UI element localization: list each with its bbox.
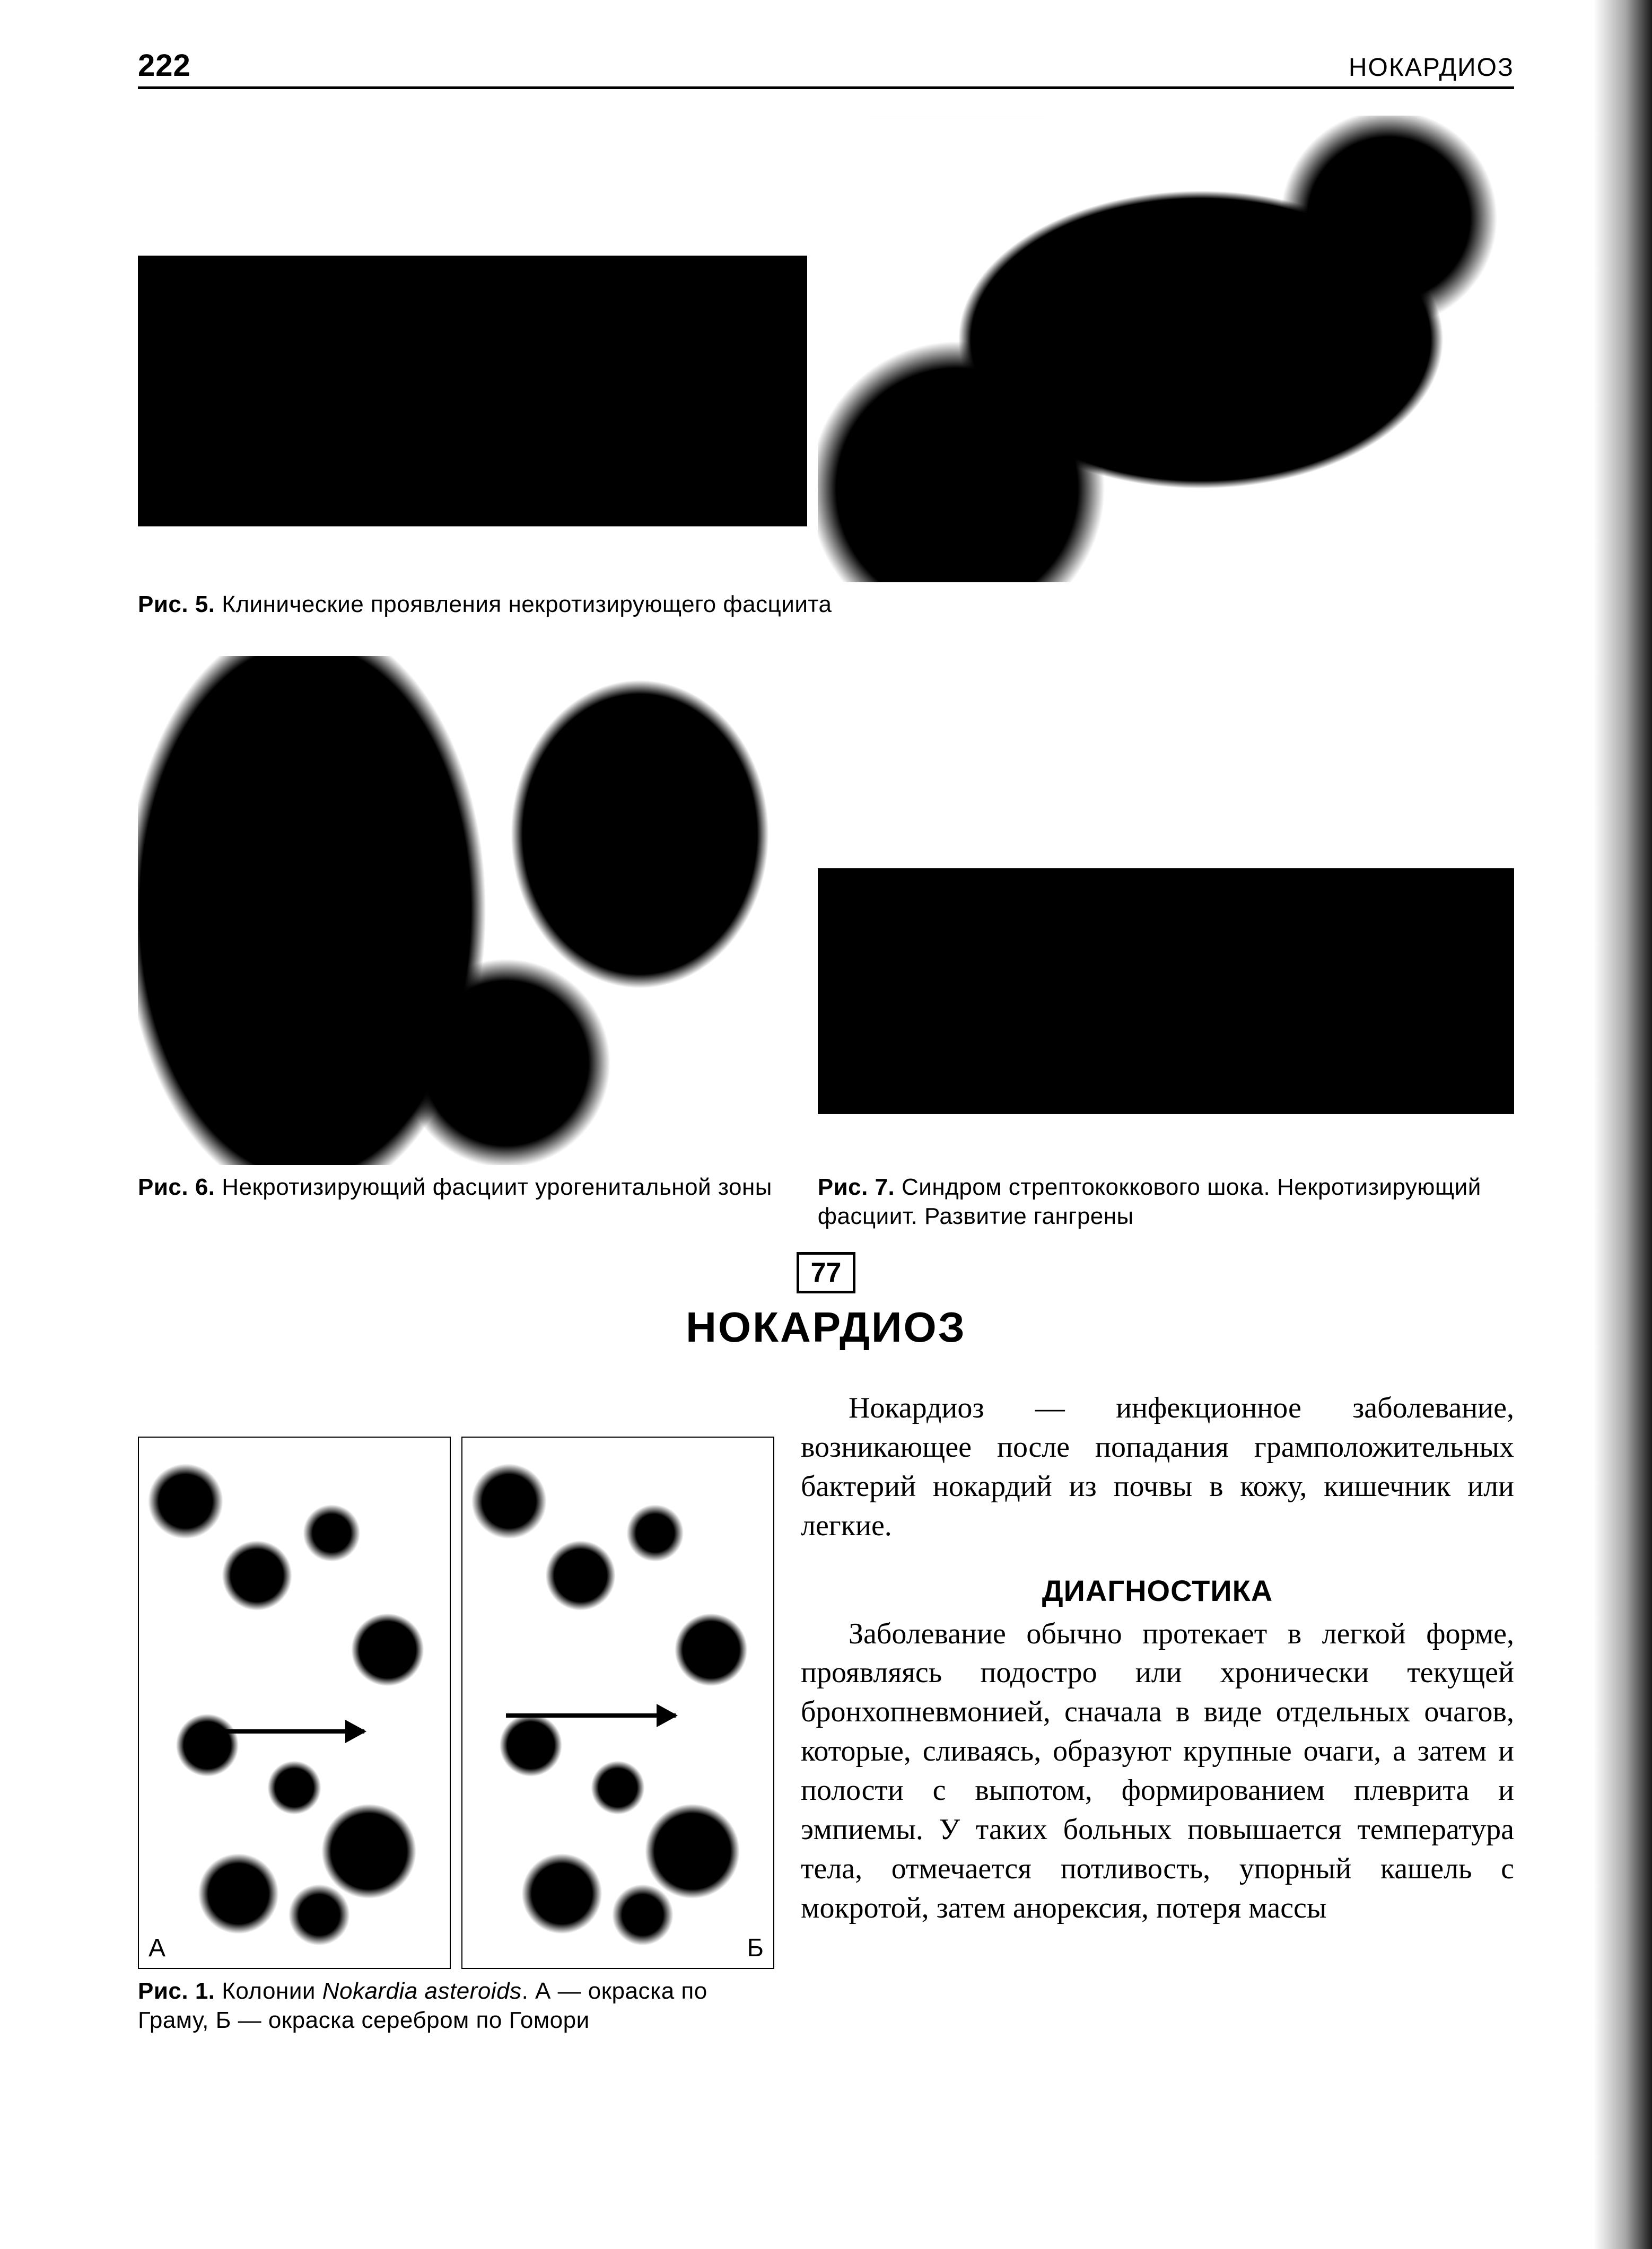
chapter-title: НОКАРДИОЗ [138, 1303, 1514, 1352]
figure-7: Рис. 7. Синдром стрептококкового шока. Н… [818, 656, 1514, 1231]
arrow-icon [506, 1713, 676, 1718]
figure-6-caption: Рис. 6. Некротизирующий фасциит урогенит… [138, 1172, 807, 1202]
running-head: НОКАРДИОЗ [1349, 53, 1514, 82]
page: 222 НОКАРДИОЗ Рис. 5. Клинические проявл… [0, 0, 1652, 2249]
caption-label: Рис. 5. [138, 591, 215, 617]
figure-1-panel-b: Б [461, 1437, 774, 1969]
histology-image [138, 116, 807, 582]
histology-image [818, 741, 1514, 1165]
figure-1-caption: Рис. 1. Колонии Nokardia asteroids. А — … [138, 1976, 774, 2035]
book-spine-shadow [1594, 0, 1652, 2249]
chapter-number: 77 [797, 1252, 856, 1293]
caption-text-prefix: Колонии [222, 1978, 322, 2004]
caption-italic: Nokardia asteroids [322, 1978, 522, 2004]
section-heading: ДИАГНОСТИКА [801, 1571, 1514, 1611]
figure-5-block: Рис. 5. Клинические проявления некротизи… [138, 116, 1514, 619]
caption-text: Синдром стрептококкового шока. Некротизи… [818, 1174, 1481, 1229]
figure-1: А Б Рис. 1. Колонии Nokardia asteroids. … [138, 1389, 774, 2035]
caption-text: Некротизирующий фасциит урогенитальной з… [222, 1174, 772, 1200]
intro-paragraph: Нокардиоз — инфекционное заболевание, во… [801, 1389, 1514, 1546]
page-header: 222 НОКАРДИОЗ [138, 48, 1514, 89]
panel-a-label: А [144, 1933, 170, 1963]
histology-image [138, 656, 807, 1165]
arrow-icon [195, 1729, 364, 1734]
two-column-body: А Б Рис. 1. Колонии Nokardia asteroids. … [138, 1389, 1514, 2035]
caption-text: Клинические проявления некротизирующего … [222, 591, 832, 617]
caption-label: Рис. 6. [138, 1174, 215, 1200]
figure-1-panel-a: А [138, 1437, 451, 1969]
chapter-heading: 77 НОКАРДИОЗ [138, 1252, 1514, 1352]
body-paragraph-1: Заболевание обычно протекает в легкой фо… [801, 1615, 1514, 1928]
body-text-column: Нокардиоз — инфекционное заболевание, во… [801, 1389, 1514, 2035]
caption-label: Рис. 7. [818, 1174, 895, 1200]
figure-6: Рис. 6. Некротизирующий фасциит урогенит… [138, 656, 807, 1231]
figure-7-caption: Рис. 7. Синдром стрептококкового шока. Н… [818, 1172, 1514, 1231]
panel-b-label: Б [743, 1933, 768, 1963]
figure-row-2: Рис. 6. Некротизирующий фасциит урогенит… [138, 656, 1514, 1231]
figure-5-image-right [818, 116, 1514, 582]
page-number: 222 [138, 48, 191, 83]
figure-5-caption: Рис. 5. Клинические проявления некротизи… [138, 590, 1514, 619]
histology-image [818, 116, 1514, 582]
caption-label: Рис. 1. [138, 1978, 215, 2004]
figure-5-image-left [138, 116, 807, 582]
